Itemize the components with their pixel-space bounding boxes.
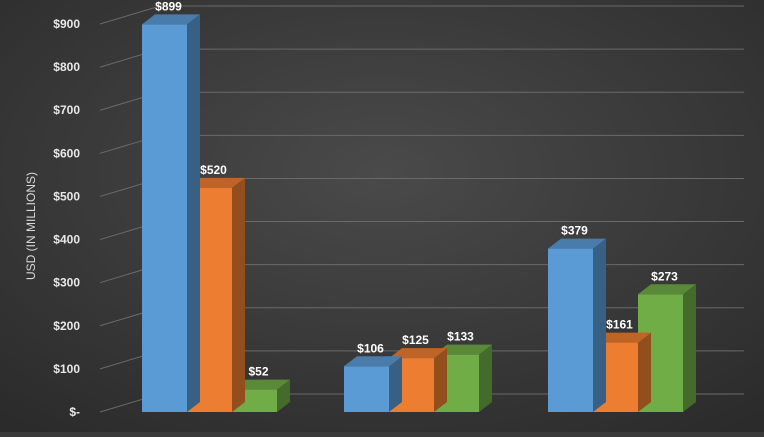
data-label: $520 [200, 163, 227, 177]
y-tick-label: $600 [53, 146, 80, 160]
data-label: $161 [606, 318, 633, 332]
bar-top [389, 348, 447, 359]
bar-top [434, 344, 492, 355]
y-tick-label: $700 [53, 103, 80, 117]
bar-side [232, 177, 245, 412]
data-label: $52 [248, 365, 268, 379]
bar-top [232, 379, 290, 390]
y-axis-ticks: $- $100 $200 $300 $400 $500 $600 $700 $800 $900 [53, 17, 80, 419]
bar-top [142, 14, 200, 25]
bar-front [548, 248, 593, 412]
bar-top [344, 356, 402, 367]
bar-side [683, 284, 696, 412]
y-tick-label: $100 [53, 362, 80, 376]
bar [548, 238, 606, 412]
bar [142, 14, 200, 412]
data-labels: $52 $520 $899 $133 $125 $106 $273 $161 $379 [155, 0, 678, 379]
data-label: $379 [561, 224, 588, 238]
y-tick-label: $400 [53, 233, 80, 247]
bar-side [187, 14, 200, 412]
bar-side [479, 344, 492, 412]
data-label: $106 [357, 341, 384, 355]
bar-top [187, 177, 245, 188]
bar-front [344, 366, 389, 412]
y-tick-label: $200 [53, 319, 80, 333]
bars [142, 14, 696, 412]
bar-front [142, 24, 187, 412]
bar-top [638, 284, 696, 295]
y-axis-label: USD (IN MILLIONS) [24, 172, 38, 280]
data-label: $273 [651, 269, 678, 283]
bar-top [548, 238, 606, 249]
y-tick-label: $800 [53, 60, 80, 74]
y-tick-label: $500 [53, 189, 80, 203]
gridline [99, 5, 744, 25]
bar-side [434, 348, 447, 412]
y-tick-label: $300 [53, 276, 80, 290]
bar-side [638, 332, 651, 412]
bar-side [593, 238, 606, 412]
bar-top [593, 332, 651, 343]
y-tick-label: $- [69, 405, 80, 419]
bar-side [277, 379, 290, 412]
bar-side [389, 356, 402, 412]
data-label: $899 [155, 0, 182, 13]
y-tick-label: $900 [53, 17, 80, 31]
data-label: $133 [447, 330, 474, 344]
bar [344, 356, 402, 412]
data-label: $125 [402, 333, 429, 347]
